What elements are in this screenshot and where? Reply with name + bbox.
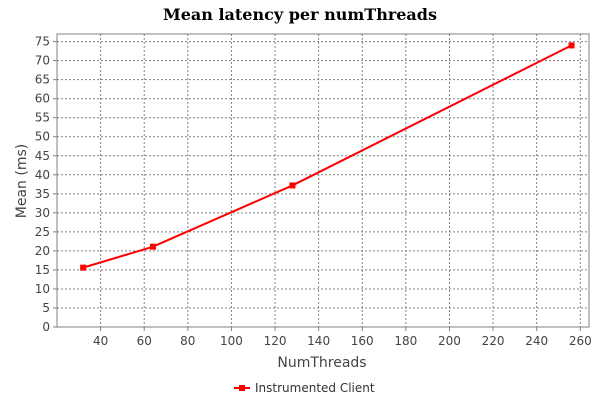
y-tick-label: 20 [35, 244, 50, 258]
x-tick-label: 160 [351, 334, 374, 348]
x-tick-label: 140 [307, 334, 330, 348]
y-tick-label: 25 [35, 225, 50, 239]
legend-marker [239, 385, 245, 391]
legend-label: Instrumented Client [255, 381, 375, 395]
legend: Instrumented Client [234, 381, 375, 395]
series-layer [80, 42, 575, 271]
x-tick-label: 120 [264, 334, 287, 348]
x-tick-label: 220 [482, 334, 505, 348]
plot-area [57, 34, 589, 327]
x-tick-label: 100 [220, 334, 243, 348]
x-tick-label: 80 [180, 334, 195, 348]
data-point [149, 243, 156, 250]
y-tick-label: 10 [35, 282, 50, 296]
chart-title: Mean latency per numThreads [163, 5, 437, 24]
y-tick-label: 30 [35, 206, 50, 220]
y-tick-label: 0 [42, 320, 50, 334]
x-tick-label: 240 [525, 334, 548, 348]
y-tick-label: 75 [35, 35, 50, 49]
data-point [289, 182, 296, 189]
y-tick-label: 35 [35, 187, 50, 201]
y-tick-label: 50 [35, 130, 50, 144]
y-tick-label: 65 [35, 73, 50, 87]
x-tick-label: 200 [438, 334, 461, 348]
data-point [568, 42, 575, 49]
y-tick-label: 60 [35, 92, 50, 106]
y-tick-label: 5 [42, 301, 50, 315]
grid-lines [57, 34, 589, 328]
series-line [82, 44, 573, 269]
plot-border [56, 33, 590, 328]
x-tick-label: 40 [93, 334, 108, 348]
y-tick-label: 70 [35, 54, 50, 68]
y-axis: 0 5 10 15 20 25 30 35 40 45 50 55 60 65 70 75 [35, 35, 57, 334]
x-axis-label: NumThreads [277, 355, 366, 371]
y-axis-label: Mean (ms) [14, 144, 30, 218]
x-tick-label: 180 [394, 334, 417, 348]
y-tick-label: 40 [35, 168, 50, 182]
data-point [80, 264, 87, 271]
x-tick-label: 260 [569, 334, 592, 348]
y-tick-label: 45 [35, 149, 50, 163]
y-tick-label: 55 [35, 111, 50, 125]
x-axis: 40 60 80 100 120 140 160 180 200 220 240 260 [93, 327, 592, 348]
y-tick-label: 15 [35, 263, 50, 277]
x-tick-label: 60 [137, 334, 152, 348]
